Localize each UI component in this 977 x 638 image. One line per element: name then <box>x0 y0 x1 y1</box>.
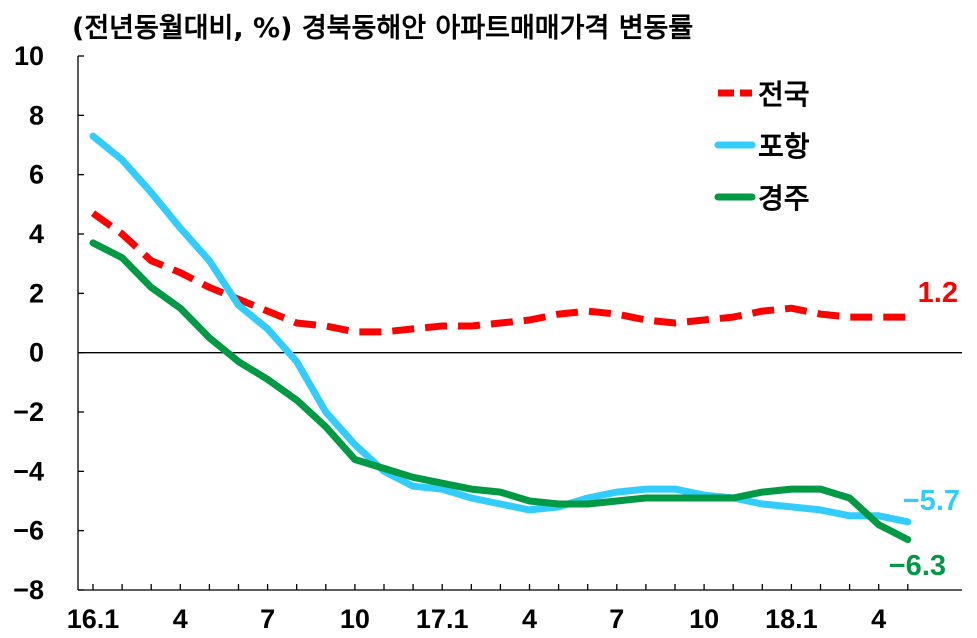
x-tick-label: 4 <box>173 604 188 634</box>
x-tick-label: 10 <box>340 604 370 634</box>
legend-label: 전국 <box>758 78 810 111</box>
y-tick-label: −2 <box>13 397 44 427</box>
legend-label: 경주 <box>758 182 810 215</box>
y-tick-label: −4 <box>13 456 44 486</box>
end-value-label: 1.2 <box>918 277 958 309</box>
y-tick-label: 4 <box>29 219 44 249</box>
x-tick-label: 7 <box>609 604 624 634</box>
y-tick-label: 8 <box>29 100 44 130</box>
y-tick-label: 6 <box>29 160 44 190</box>
end-value-label: −5.7 <box>903 485 960 517</box>
chart-title: (전년동월대비, %) 경북동해안 아파트매매가격 변동률 <box>72 13 694 44</box>
x-tick-label: 10 <box>689 604 719 634</box>
x-tick-label: 7 <box>260 604 275 634</box>
y-tick-label: 0 <box>29 338 44 368</box>
y-tick-label: 10 <box>14 41 44 71</box>
series-line-3 <box>89 239 912 544</box>
series-line-1 <box>90 210 908 336</box>
x-tick-label: 18.1 <box>765 604 818 634</box>
y-tick-label: −8 <box>13 575 44 605</box>
x-tick-label: 4 <box>522 604 537 634</box>
x-tick-label: 4 <box>871 604 886 634</box>
series-layer <box>89 132 912 544</box>
legend-label: 포항 <box>758 130 810 163</box>
y-tick-label: 2 <box>29 278 44 308</box>
axes: 10 8 6 4 2 0 −2 −4 −6 −8 16.1 4 7 10 17.1 4 7 10 18.1 4 <box>13 41 962 634</box>
y-tick-label: −6 <box>13 516 44 546</box>
x-tick-label: 16.1 <box>67 604 120 634</box>
data-labels: 1.2 −5.7 −6.3 <box>889 277 960 582</box>
x-tick-label: 17.1 <box>416 604 469 634</box>
series-line-2 <box>89 132 912 526</box>
end-value-label: −6.3 <box>889 550 946 582</box>
